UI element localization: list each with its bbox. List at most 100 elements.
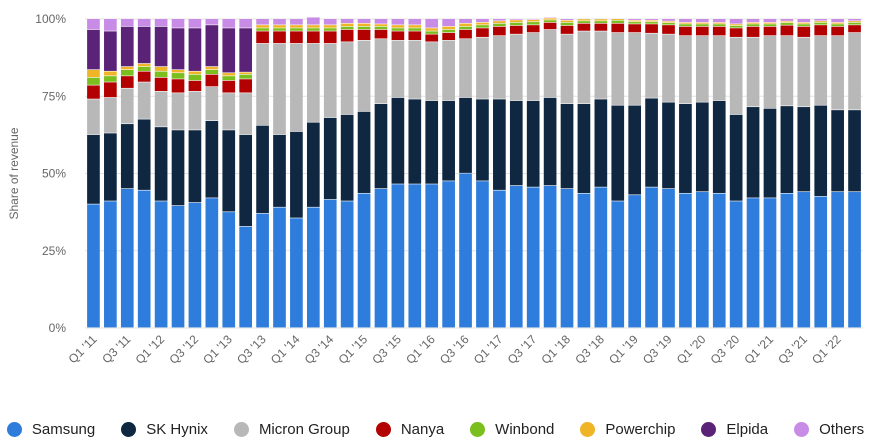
bar-segment-samsung[interactable]: [729, 201, 743, 328]
bar-segment-sk-hynix[interactable]: [493, 99, 506, 190]
bar-segment-samsung[interactable]: [374, 188, 388, 328]
bar-segment-winbond[interactable]: [611, 20, 625, 24]
bar-segment-sk-hynix[interactable]: [594, 99, 608, 187]
bar-segment-others[interactable]: [408, 19, 422, 25]
bar-segment-micron-group[interactable]: [746, 37, 760, 107]
bar-segment-nanya[interactable]: [171, 79, 185, 93]
bar-segment-others[interactable]: [171, 19, 185, 28]
bar-segment-others[interactable]: [154, 19, 168, 27]
bar-segment-samsung[interactable]: [543, 185, 557, 328]
bar-segment-micron-group[interactable]: [104, 97, 117, 133]
bar-segment-sk-hynix[interactable]: [205, 120, 219, 198]
bar-segment-micron-group[interactable]: [577, 31, 591, 104]
bar-segment-others[interactable]: [509, 19, 523, 20]
bar-segment-winbond[interactable]: [814, 22, 828, 25]
bar-segment-powerchip[interactable]: [493, 21, 506, 24]
bar-segment-winbond[interactable]: [340, 26, 354, 30]
bar-segment-micron-group[interactable]: [340, 42, 354, 115]
bar-segment-sk-hynix[interactable]: [442, 100, 455, 181]
bar-segment-others[interactable]: [814, 19, 828, 21]
bar-segment-powerchip[interactable]: [611, 19, 625, 20]
bar-segment-nanya[interactable]: [611, 23, 625, 33]
bar-segment-others[interactable]: [104, 19, 117, 31]
bar-segment-sk-hynix[interactable]: [729, 114, 743, 201]
bar-segment-nanya[interactable]: [729, 28, 743, 37]
bar-segment-winbond[interactable]: [476, 25, 489, 28]
bar-segment-nanya[interactable]: [476, 28, 489, 37]
bar-segment-samsung[interactable]: [222, 212, 236, 328]
bar-segment-elpida[interactable]: [120, 26, 134, 67]
bar-segment-samsung[interactable]: [577, 193, 591, 328]
bar-segment-sk-hynix[interactable]: [290, 131, 303, 218]
legend-item-sk-hynix[interactable]: SK Hynix: [121, 421, 208, 438]
bar-segment-winbond[interactable]: [239, 74, 253, 79]
bar-segment-micron-group[interactable]: [391, 40, 405, 98]
bar-segment-micron-group[interactable]: [814, 36, 828, 105]
bar-segment-samsung[interactable]: [712, 193, 726, 328]
bar-segment-nanya[interactable]: [848, 25, 861, 33]
bar-segment-samsung[interactable]: [763, 198, 777, 328]
bar-segment-winbond[interactable]: [493, 23, 506, 27]
legend-item-winbond[interactable]: Winbond: [470, 421, 554, 438]
bar-segment-winbond[interactable]: [154, 71, 168, 78]
bar-segment-winbond[interactable]: [104, 76, 117, 82]
bar-segment-samsung[interactable]: [645, 187, 658, 328]
bar-segment-powerchip[interactable]: [763, 22, 777, 24]
bar-segment-samsung[interactable]: [137, 190, 151, 328]
bar-segment-winbond[interactable]: [137, 66, 151, 71]
bar-segment-powerchip[interactable]: [814, 21, 828, 23]
bar-segment-micron-group[interactable]: [137, 82, 151, 119]
bar-segment-samsung[interactable]: [679, 193, 692, 328]
bar-segment-others[interactable]: [340, 19, 354, 24]
bar-segment-others[interactable]: [476, 19, 489, 23]
bar-segment-sk-hynix[interactable]: [763, 108, 777, 198]
bar-segment-others[interactable]: [695, 19, 709, 23]
bar-segment-samsung[interactable]: [442, 181, 455, 328]
bar-segment-winbond[interactable]: [577, 21, 591, 24]
bar-segment-micron-group[interactable]: [695, 36, 709, 102]
bar-segment-sk-hynix[interactable]: [306, 122, 320, 207]
bar-segment-winbond[interactable]: [188, 74, 202, 81]
bar-segment-others[interactable]: [746, 19, 760, 23]
bar-segment-others[interactable]: [848, 19, 861, 21]
bar-segment-micron-group[interactable]: [729, 37, 743, 115]
bar-segment-others[interactable]: [306, 17, 320, 25]
bar-segment-others[interactable]: [188, 19, 202, 28]
bar-segment-samsung[interactable]: [560, 188, 574, 328]
bar-segment-others[interactable]: [391, 19, 405, 25]
bar-segment-others[interactable]: [120, 19, 134, 27]
bar-segment-samsung[interactable]: [526, 187, 540, 328]
bar-segment-nanya[interactable]: [256, 31, 269, 44]
bar-segment-powerchip[interactable]: [712, 22, 726, 24]
bar-segment-micron-group[interactable]: [87, 99, 100, 135]
bar-segment-sk-hynix[interactable]: [154, 127, 168, 201]
bar-segment-others[interactable]: [712, 19, 726, 23]
bar-segment-powerchip[interactable]: [222, 73, 236, 76]
legend-item-powerchip[interactable]: Powerchip: [580, 421, 675, 438]
bar-segment-micron-group[interactable]: [509, 34, 523, 101]
bar-segment-nanya[interactable]: [425, 34, 439, 42]
bar-segment-samsung[interactable]: [662, 188, 675, 328]
bar-segment-others[interactable]: [729, 19, 743, 24]
bar-segment-winbond[interactable]: [746, 24, 760, 27]
bar-segment-samsung[interactable]: [357, 193, 371, 328]
bar-segment-nanya[interactable]: [695, 26, 709, 36]
bar-segment-others[interactable]: [628, 19, 642, 20]
bar-segment-others[interactable]: [205, 19, 219, 25]
legend-item-nanya[interactable]: Nanya: [375, 421, 444, 438]
bar-segment-nanya[interactable]: [306, 31, 320, 44]
bar-segment-sk-hynix[interactable]: [628, 105, 642, 195]
bar-segment-nanya[interactable]: [222, 80, 236, 93]
bar-segment-winbond[interactable]: [357, 26, 371, 30]
bar-segment-micron-group[interactable]: [290, 43, 303, 132]
bar-segment-nanya[interactable]: [154, 77, 168, 92]
bar-segment-powerchip[interactable]: [154, 66, 168, 71]
bar-segment-powerchip[interactable]: [594, 19, 608, 21]
bar-segment-samsung[interactable]: [594, 187, 608, 328]
bar-segment-elpida[interactable]: [154, 26, 168, 67]
bar-segment-sk-hynix[interactable]: [476, 99, 489, 181]
bar-segment-nanya[interactable]: [374, 29, 388, 39]
bar-segment-nanya[interactable]: [560, 25, 574, 34]
bar-segment-nanya[interactable]: [780, 25, 794, 36]
bar-segment-winbond[interactable]: [306, 28, 320, 31]
